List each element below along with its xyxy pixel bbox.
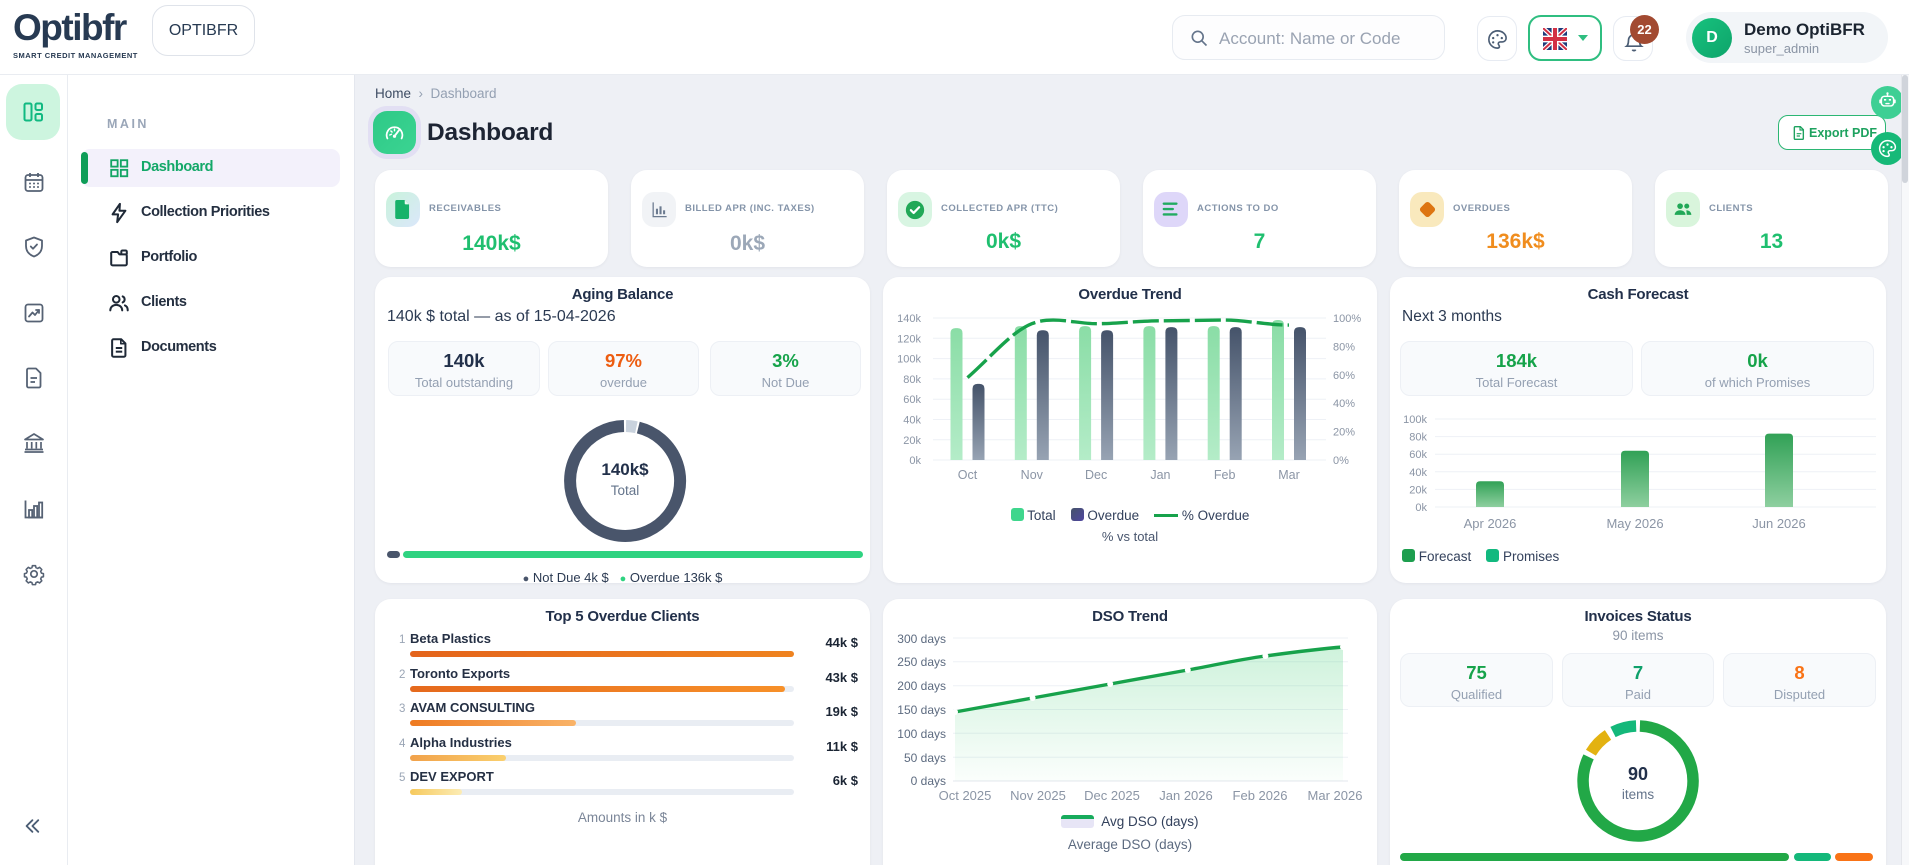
svg-text:0 days: 0 days (911, 774, 946, 788)
svg-text:20%: 20% (1333, 427, 1355, 439)
svg-text:300 days: 300 days (897, 632, 946, 646)
svg-text:Feb: Feb (1214, 468, 1236, 482)
svg-text:80%: 80% (1333, 341, 1355, 353)
svg-text:Apr 2026: Apr 2026 (1464, 516, 1517, 531)
svg-text:60%: 60% (1333, 370, 1355, 382)
svg-text:100k: 100k (897, 354, 921, 366)
svg-text:100k: 100k (1403, 414, 1427, 426)
svg-text:Jan: Jan (1150, 468, 1170, 482)
svg-text:Jun 2026: Jun 2026 (1752, 516, 1806, 531)
svg-text:0k: 0k (909, 455, 921, 467)
svg-text:Mar: Mar (1278, 468, 1300, 482)
svg-text:Nov 2025: Nov 2025 (1010, 788, 1066, 803)
svg-text:60k: 60k (903, 394, 921, 406)
svg-text:Oct 2025: Oct 2025 (939, 788, 992, 803)
svg-text:140k: 140k (897, 313, 921, 325)
svg-text:Mar 2026: Mar 2026 (1308, 788, 1363, 803)
svg-text:100%: 100% (1333, 313, 1361, 325)
svg-text:Dec: Dec (1085, 468, 1107, 482)
svg-text:May 2026: May 2026 (1606, 516, 1663, 531)
svg-text:Nov: Nov (1021, 468, 1044, 482)
svg-text:40%: 40% (1333, 398, 1355, 410)
svg-text:40k: 40k (1409, 467, 1427, 479)
svg-text:100 days: 100 days (897, 727, 946, 741)
svg-text:40k: 40k (903, 415, 921, 427)
svg-text:250 days: 250 days (897, 655, 946, 669)
svg-text:60k: 60k (1409, 449, 1427, 461)
svg-text:0k: 0k (1415, 502, 1427, 514)
svg-text:80k: 80k (903, 374, 921, 386)
svg-text:Dec 2025: Dec 2025 (1084, 788, 1140, 803)
svg-text:20k: 20k (903, 435, 921, 447)
svg-text:120k: 120k (897, 333, 921, 345)
svg-text:0%: 0% (1333, 455, 1349, 467)
svg-text:20k: 20k (1409, 484, 1427, 496)
svg-text:Jan 2026: Jan 2026 (1159, 788, 1213, 803)
svg-text:80k: 80k (1409, 432, 1427, 444)
svg-text:Feb 2026: Feb 2026 (1233, 788, 1288, 803)
svg-text:50 days: 50 days (904, 751, 946, 765)
svg-text:150 days: 150 days (897, 703, 946, 717)
svg-text:Oct: Oct (958, 468, 978, 482)
svg-text:200 days: 200 days (897, 679, 946, 693)
